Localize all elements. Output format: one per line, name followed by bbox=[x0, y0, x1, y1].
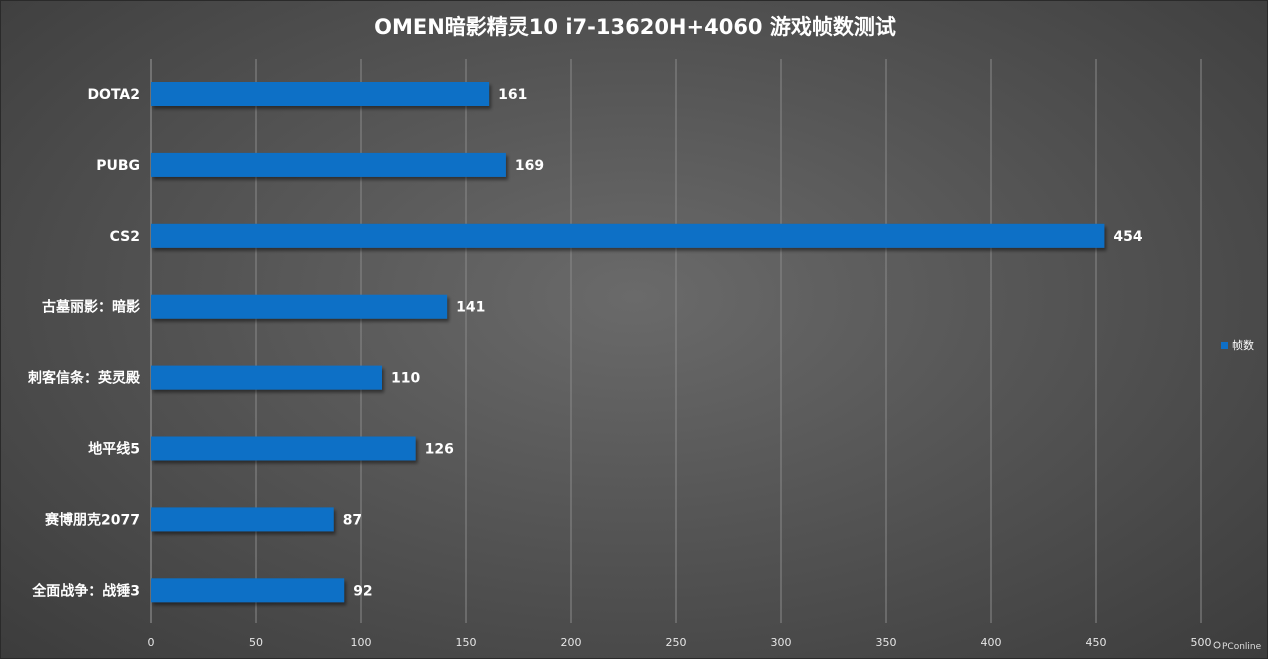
x-tick-label: 100 bbox=[351, 636, 372, 649]
category-label: 刺客信条：英灵殿 bbox=[28, 370, 141, 387]
data-label: 87 bbox=[343, 512, 362, 528]
data-label: 92 bbox=[353, 583, 372, 599]
data-label: 454 bbox=[1113, 229, 1142, 245]
watermark-text: PConline bbox=[1222, 642, 1262, 652]
category-label: 赛博朋克2077 bbox=[44, 511, 140, 528]
bar bbox=[151, 152, 506, 177]
bar bbox=[151, 436, 416, 461]
data-label: 169 bbox=[515, 158, 544, 174]
x-tick-label: 250 bbox=[666, 636, 687, 649]
x-axis: 0 50 100 150 200 250 300 350 400 450 500 bbox=[148, 59, 1212, 649]
x-tick-label: 150 bbox=[456, 636, 477, 649]
category-label: 地平线5 bbox=[88, 441, 140, 458]
data-label: 141 bbox=[456, 300, 485, 316]
bar bbox=[151, 82, 490, 106]
chart-title: OMEN暗影精灵10 i7-13620H+4060 游戏帧数测试 bbox=[374, 15, 896, 39]
category-label: DOTA2 bbox=[87, 87, 140, 103]
legend: 帧数 bbox=[1221, 338, 1254, 352]
category-label: 全面战争：战锤3 bbox=[31, 582, 140, 599]
x-tick-label: 200 bbox=[561, 636, 582, 649]
category-label: CS2 bbox=[110, 229, 140, 245]
watermark-logo-icon bbox=[1213, 641, 1221, 649]
category-label: PUBG bbox=[96, 158, 140, 174]
data-label: 161 bbox=[498, 87, 527, 103]
legend-label: 帧数 bbox=[1232, 338, 1254, 352]
x-tick-label: 300 bbox=[771, 636, 792, 649]
x-tick-label: 0 bbox=[148, 636, 155, 649]
data-label: 110 bbox=[391, 371, 420, 387]
bar bbox=[151, 578, 345, 603]
gridlines bbox=[255, 59, 1202, 623]
bar bbox=[151, 507, 334, 532]
bar bbox=[151, 294, 448, 319]
x-tick-label: 400 bbox=[981, 636, 1002, 649]
bar bbox=[151, 365, 382, 390]
data-label: 126 bbox=[425, 442, 454, 458]
watermark: PConline bbox=[1213, 641, 1262, 652]
x-tick-label: 500 bbox=[1191, 636, 1212, 649]
category-label: 古墓丽影：暗影 bbox=[42, 299, 140, 316]
x-tick-label: 50 bbox=[249, 636, 263, 649]
bar bbox=[151, 223, 1105, 248]
bars: DOTA2 161 PUBG 169 CS2 454 古墓丽影：暗影 141 刺客信条：英灵殿 1… bbox=[28, 82, 1143, 603]
x-tick-label: 450 bbox=[1086, 636, 1107, 649]
legend-swatch bbox=[1221, 342, 1228, 349]
x-tick-label: 350 bbox=[876, 636, 897, 649]
